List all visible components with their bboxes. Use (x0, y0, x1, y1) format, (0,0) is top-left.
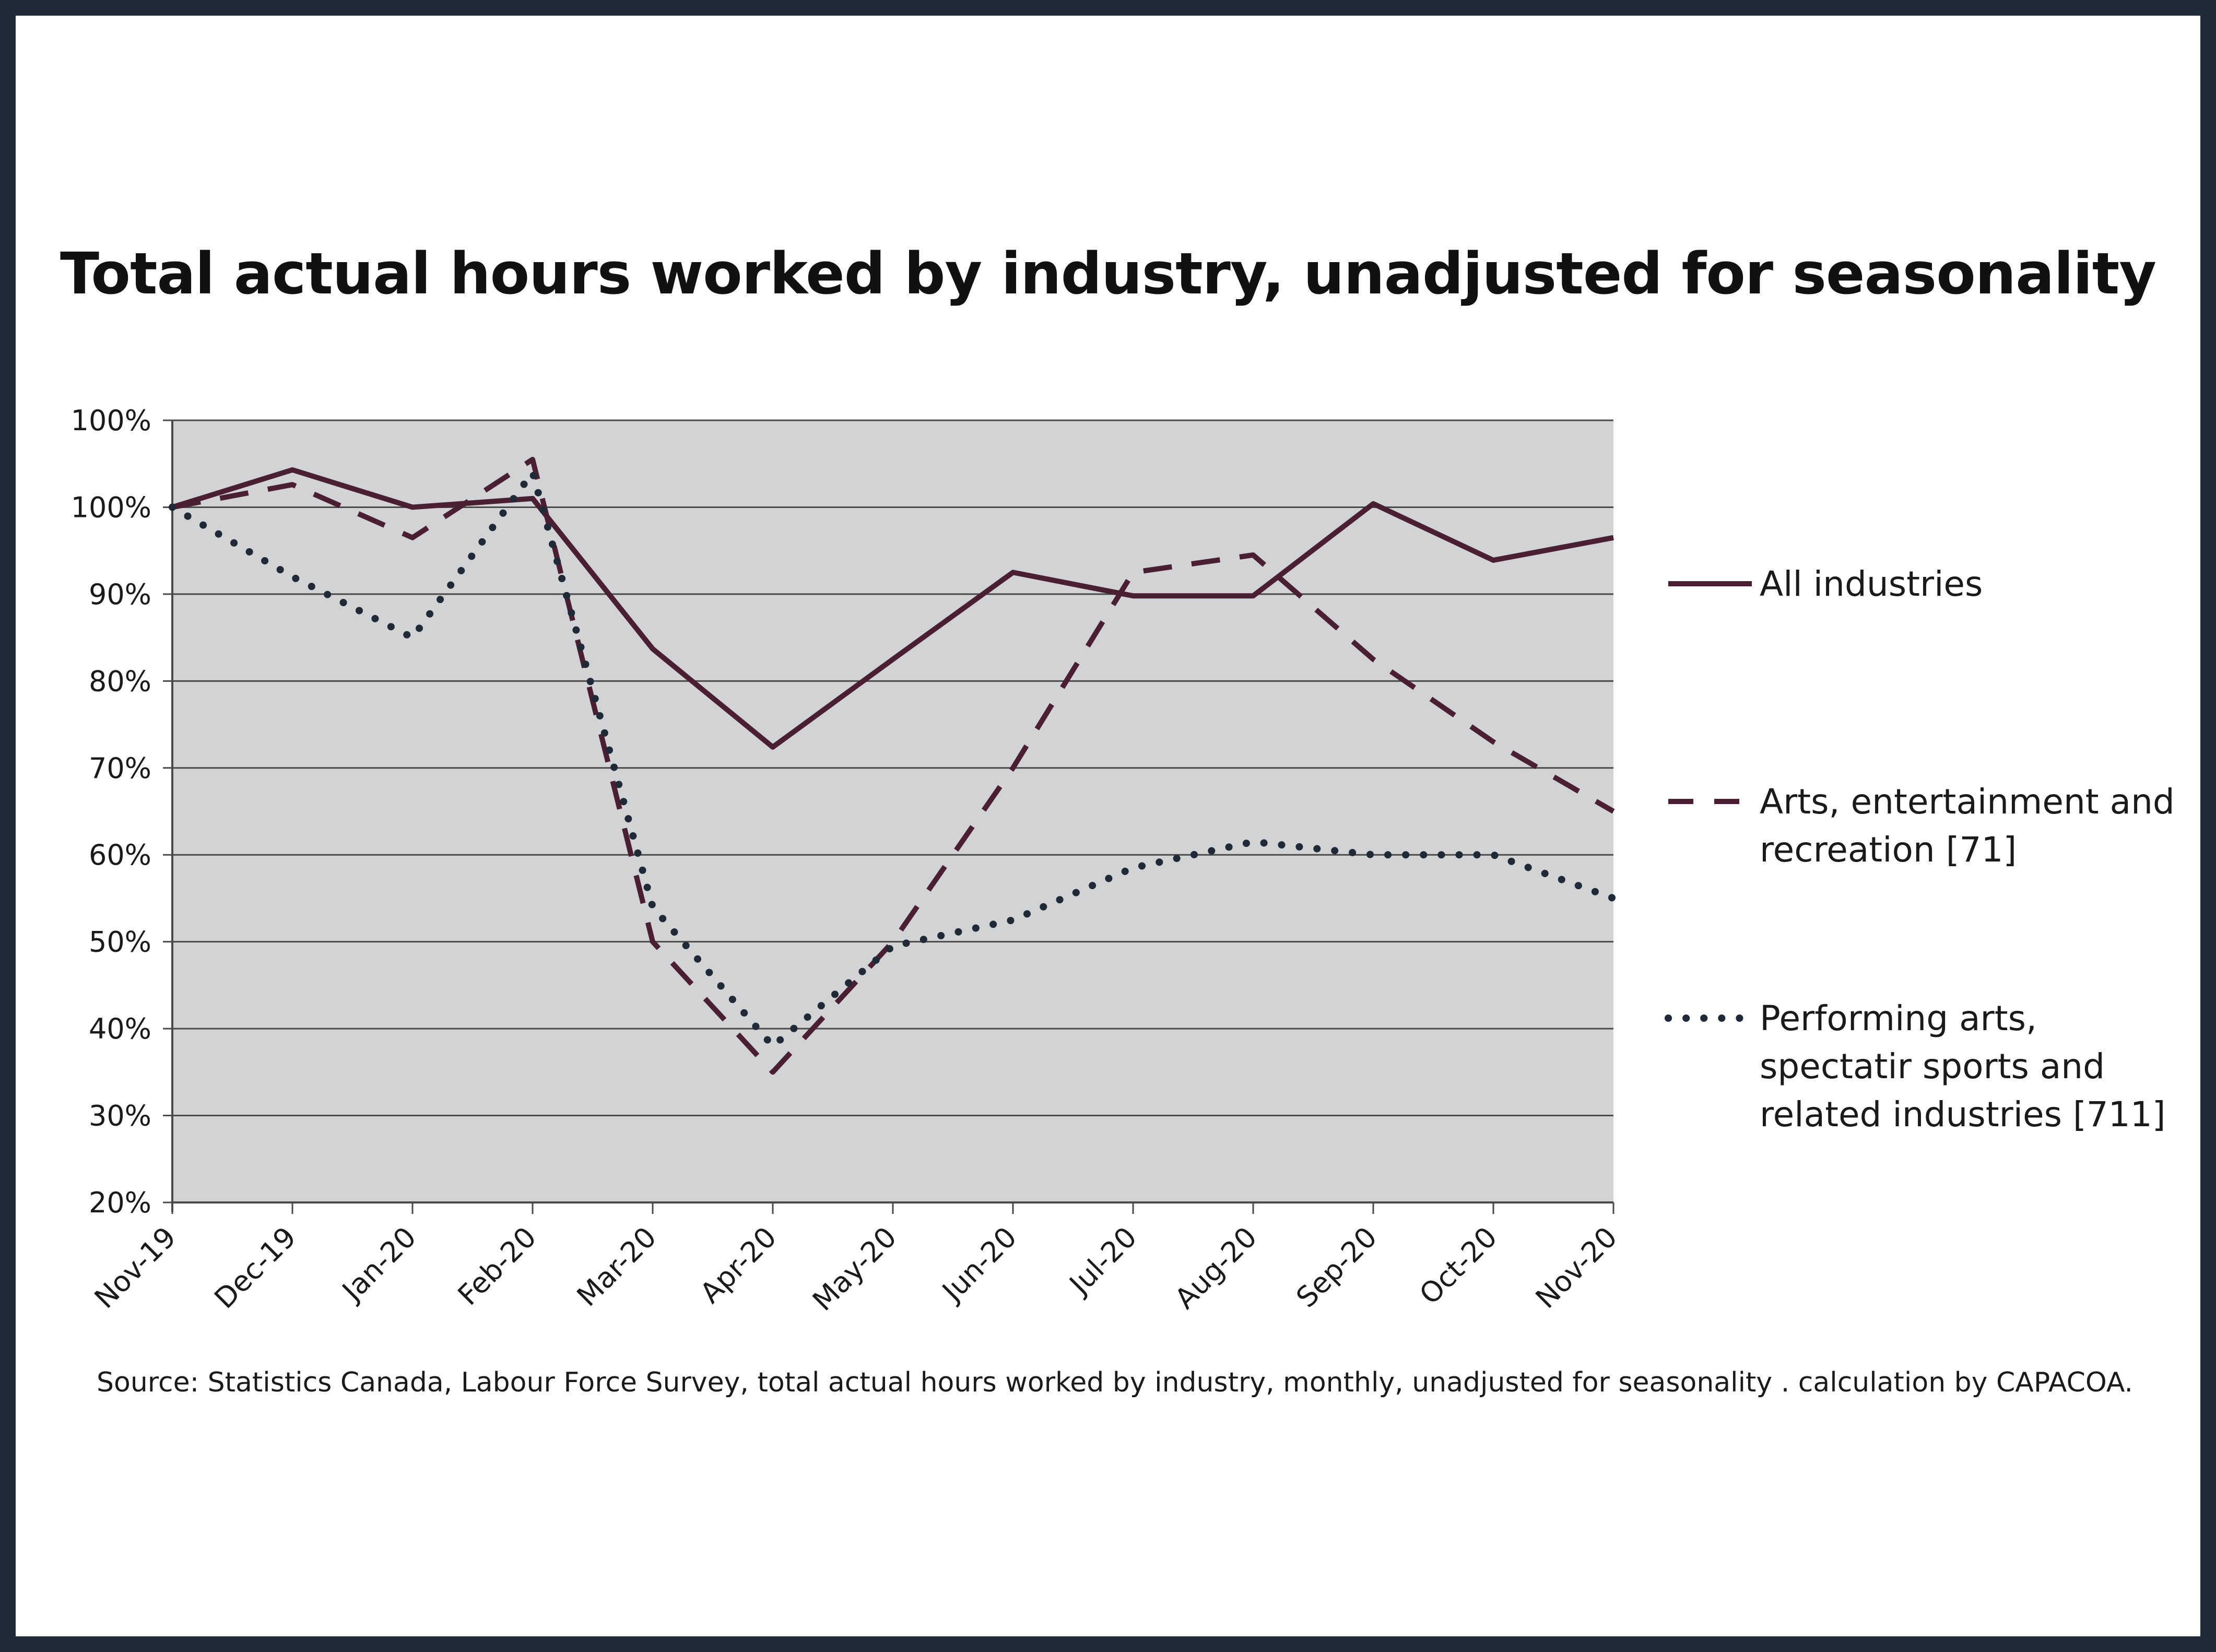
y-tick-label: 50% (89, 926, 151, 959)
gridlines (172, 419, 1613, 1203)
legend-performing-arts-label: spectatir sports and (1760, 1046, 2105, 1087)
series-arts-entertainment (172, 456, 1615, 1075)
x-tick-label: Mar-20 (571, 1221, 663, 1313)
y-tick-label: 80% (89, 665, 151, 698)
x-tick-label: Dec-19 (208, 1221, 302, 1315)
chart-title: Total actual hours worked by industry, u… (60, 240, 2156, 307)
legend-arts-entertainment-label: Arts, entertainment and (1760, 782, 2175, 822)
y-tick-label: 100% (71, 404, 151, 437)
legend: All industries Arts, entertainment and rec… (1665, 564, 2175, 1135)
y-axis-ticks: 100% 100% 90% 80% 70% 60% 50% 40% 30% 20% (71, 404, 172, 1219)
y-tick-label: 60% (89, 839, 151, 871)
plot-area (172, 420, 1613, 1202)
x-tick-label: Jul-20 (1062, 1221, 1143, 1302)
y-tick-label: 40% (89, 1012, 151, 1045)
y-tick-label: 90% (89, 578, 151, 611)
x-tick-label: Nov-19 (88, 1221, 182, 1315)
x-tick-label: Feb-20 (452, 1221, 543, 1312)
x-tick-label: Apr-20 (694, 1221, 783, 1310)
y-tick-label: 70% (89, 752, 151, 785)
y-tick-label: 100% (71, 491, 151, 524)
y-tick-label: 20% (89, 1186, 151, 1219)
x-tick-label: Nov-20 (1529, 1221, 1623, 1315)
x-tick-label: Sep-20 (1290, 1221, 1383, 1314)
y-tick-label: 30% (89, 1100, 151, 1132)
legend-performing-arts-label: related industries [711] (1760, 1094, 2166, 1135)
x-tick-label: Jun-20 (935, 1221, 1023, 1309)
source-note: Source: Statistics Canada, Labour Force … (97, 1367, 2134, 1398)
x-tick-label: Oct-20 (1413, 1221, 1503, 1311)
x-tick-label: Jan-20 (335, 1221, 422, 1308)
x-tick-label: May-20 (806, 1221, 903, 1317)
series-lines (169, 456, 1617, 1075)
series-all-industries (171, 467, 1614, 750)
x-axis-ticks: Nov-19 Dec-19 Jan-20 Feb-20 Mar-20 Apr-20 May-… (88, 1202, 1623, 1317)
series-performing-arts (169, 468, 1617, 1050)
legend-all-industries-label: All industries (1760, 564, 1983, 604)
legend-arts-entertainment-label: recreation [71] (1760, 830, 2017, 870)
legend-performing-arts-label: Performing arts, (1760, 998, 2037, 1039)
x-tick-label: Aug-20 (1169, 1221, 1263, 1315)
